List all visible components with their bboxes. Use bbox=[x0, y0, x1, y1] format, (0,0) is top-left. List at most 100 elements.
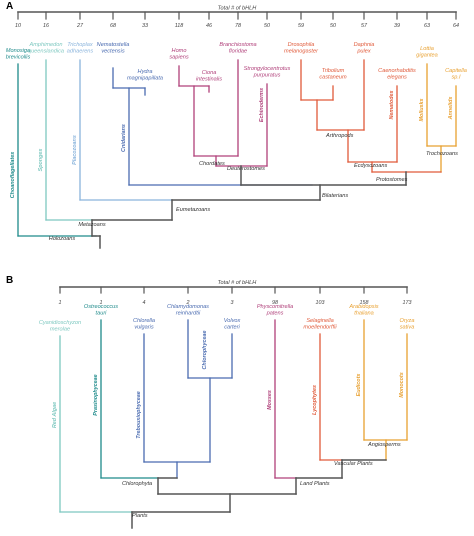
clade-node-label: Angiosperms bbox=[367, 442, 401, 448]
taxon-name: sapiens bbox=[169, 55, 188, 61]
group-label: Monocots bbox=[399, 372, 405, 397]
bhlh-count: 50 bbox=[330, 23, 336, 29]
taxon-name: Ciona bbox=[202, 70, 217, 76]
bhlh-count: 98 bbox=[272, 300, 278, 306]
taxon-name: patens bbox=[266, 311, 284, 317]
taxon-name: Capitella bbox=[445, 68, 467, 74]
taxon-name: melanogaster bbox=[284, 49, 319, 55]
taxon-name: sp.I bbox=[451, 75, 460, 81]
taxon-name: Branchiostoma bbox=[219, 42, 256, 48]
clade-node-label: Protostomes bbox=[376, 177, 408, 183]
taxon-name: Homo bbox=[172, 48, 187, 54]
clade-node-label: Chordates bbox=[199, 161, 225, 167]
group-label: Mollusks bbox=[419, 98, 425, 121]
group-label: Sponges bbox=[38, 149, 44, 172]
clade-node-label: Vascular Plants bbox=[334, 461, 373, 467]
group-label: Prasinophyceae bbox=[93, 374, 99, 415]
group-label: Lycophytes bbox=[312, 385, 318, 415]
taxon-name: Volvox bbox=[224, 318, 241, 324]
taxon-name: Tribolium bbox=[322, 68, 345, 74]
taxon-name: floridae bbox=[229, 49, 247, 55]
taxon-name: Drosophila bbox=[288, 42, 315, 48]
bhlh-count: 158 bbox=[360, 300, 369, 306]
taxon-name: tauri bbox=[96, 311, 108, 317]
taxon-name: intestinalis bbox=[196, 77, 222, 83]
bhlh-count: 64 bbox=[453, 23, 459, 29]
group-label: Nematodes bbox=[389, 90, 395, 119]
clade-node-label: Trochozoans bbox=[426, 151, 458, 157]
bhlh-count: 2 bbox=[186, 300, 190, 306]
bhlh-count: 59 bbox=[298, 23, 304, 29]
header-label: Total # of bHLH bbox=[218, 6, 258, 12]
taxon-name: thaliana bbox=[354, 311, 374, 317]
clade-node-label: Land Plants bbox=[300, 481, 330, 487]
taxon-name: Selaginella bbox=[306, 318, 333, 324]
bhlh-count: 10 bbox=[15, 23, 21, 29]
clade-node-label: Arthropods bbox=[325, 133, 354, 139]
group-label: Echinoderms bbox=[259, 88, 265, 122]
clade-node-label: Bilaterians bbox=[322, 193, 348, 199]
group-label: Eudicots bbox=[356, 374, 362, 397]
clade-node-label: Metazoans bbox=[78, 222, 106, 228]
taxon-name: Caenorhabditis bbox=[378, 68, 416, 74]
taxon-name: Chlorella bbox=[133, 318, 155, 324]
bhlh-count: 1 bbox=[100, 300, 103, 306]
group-label: Mosses bbox=[267, 390, 273, 410]
taxon-name: Nematostella bbox=[97, 42, 130, 48]
panel-letter: A bbox=[6, 1, 13, 12]
group-label: Red Algae bbox=[52, 402, 58, 428]
bhlh-count: 68 bbox=[110, 23, 116, 29]
taxon-name: Trichoplax bbox=[67, 42, 93, 48]
bhlh-count: 33 bbox=[142, 23, 148, 29]
taxon-name: Oryza bbox=[400, 318, 415, 324]
clade-node-label: Ecdysozoans bbox=[354, 163, 387, 169]
bhlh-count: 57 bbox=[361, 23, 368, 29]
taxon-name: Lottia bbox=[420, 46, 434, 52]
bhlh-count: 78 bbox=[235, 23, 241, 29]
taxon-name: sativa bbox=[400, 325, 415, 331]
clade-node-label: Plants bbox=[132, 513, 148, 519]
bhlh-count: 1 bbox=[59, 300, 62, 306]
panel-letter: B bbox=[6, 275, 13, 286]
taxon-name: brevicollis bbox=[6, 55, 31, 61]
bhlh-count: 63 bbox=[424, 23, 430, 29]
taxon-name: Physcomitrella bbox=[257, 304, 293, 310]
bhlh-count: 27 bbox=[76, 23, 84, 29]
bhlh-count: 4 bbox=[143, 300, 146, 306]
bhlh-count: 50 bbox=[264, 23, 270, 29]
bhlh-count: 118 bbox=[175, 23, 184, 29]
header-label: Total # of bHLH bbox=[218, 280, 258, 286]
taxon-name: Monosiga bbox=[6, 48, 30, 54]
taxon-name: queenslandica bbox=[28, 49, 64, 55]
bhlh-count: 103 bbox=[316, 300, 325, 306]
bhlh-count: 46 bbox=[206, 23, 212, 29]
taxon-name: vulgaris bbox=[134, 325, 153, 331]
taxon-name: gigantea bbox=[416, 53, 437, 59]
clade-node-label: Deuterostomes bbox=[227, 166, 265, 172]
taxon-name: elegans bbox=[387, 75, 407, 81]
group-label: Placozoans bbox=[72, 135, 78, 165]
taxon-name: purpuratus bbox=[253, 73, 281, 79]
taxon-name: moellendorffii bbox=[303, 325, 337, 331]
taxon-name: carteri bbox=[224, 325, 240, 331]
group-label: Annelids bbox=[448, 97, 454, 121]
taxon-name: Chlamydomonas bbox=[167, 304, 209, 310]
clade-node-label: Chlorophyta bbox=[122, 481, 152, 487]
clade-node-label: Eumetazoans bbox=[176, 207, 210, 213]
bhlh-count: 173 bbox=[403, 300, 412, 306]
clade-node-label: Holozoans bbox=[49, 236, 76, 242]
taxon-name: merolae bbox=[50, 327, 70, 333]
taxon-name: Hydra bbox=[138, 69, 153, 75]
taxon-name: adhaerens bbox=[67, 49, 94, 55]
taxon-name: vectensis bbox=[101, 49, 125, 55]
taxon-name: magnipapillata bbox=[127, 76, 163, 82]
taxon-name: Strongylocentrotus bbox=[244, 66, 291, 72]
bhlh-count: 3 bbox=[231, 300, 234, 306]
group-label: Choanoflagellates bbox=[10, 152, 16, 198]
bhlh-count: 39 bbox=[394, 23, 400, 29]
taxon-name: Arabidopsis bbox=[348, 304, 378, 310]
bhlh-count: 16 bbox=[43, 23, 49, 29]
